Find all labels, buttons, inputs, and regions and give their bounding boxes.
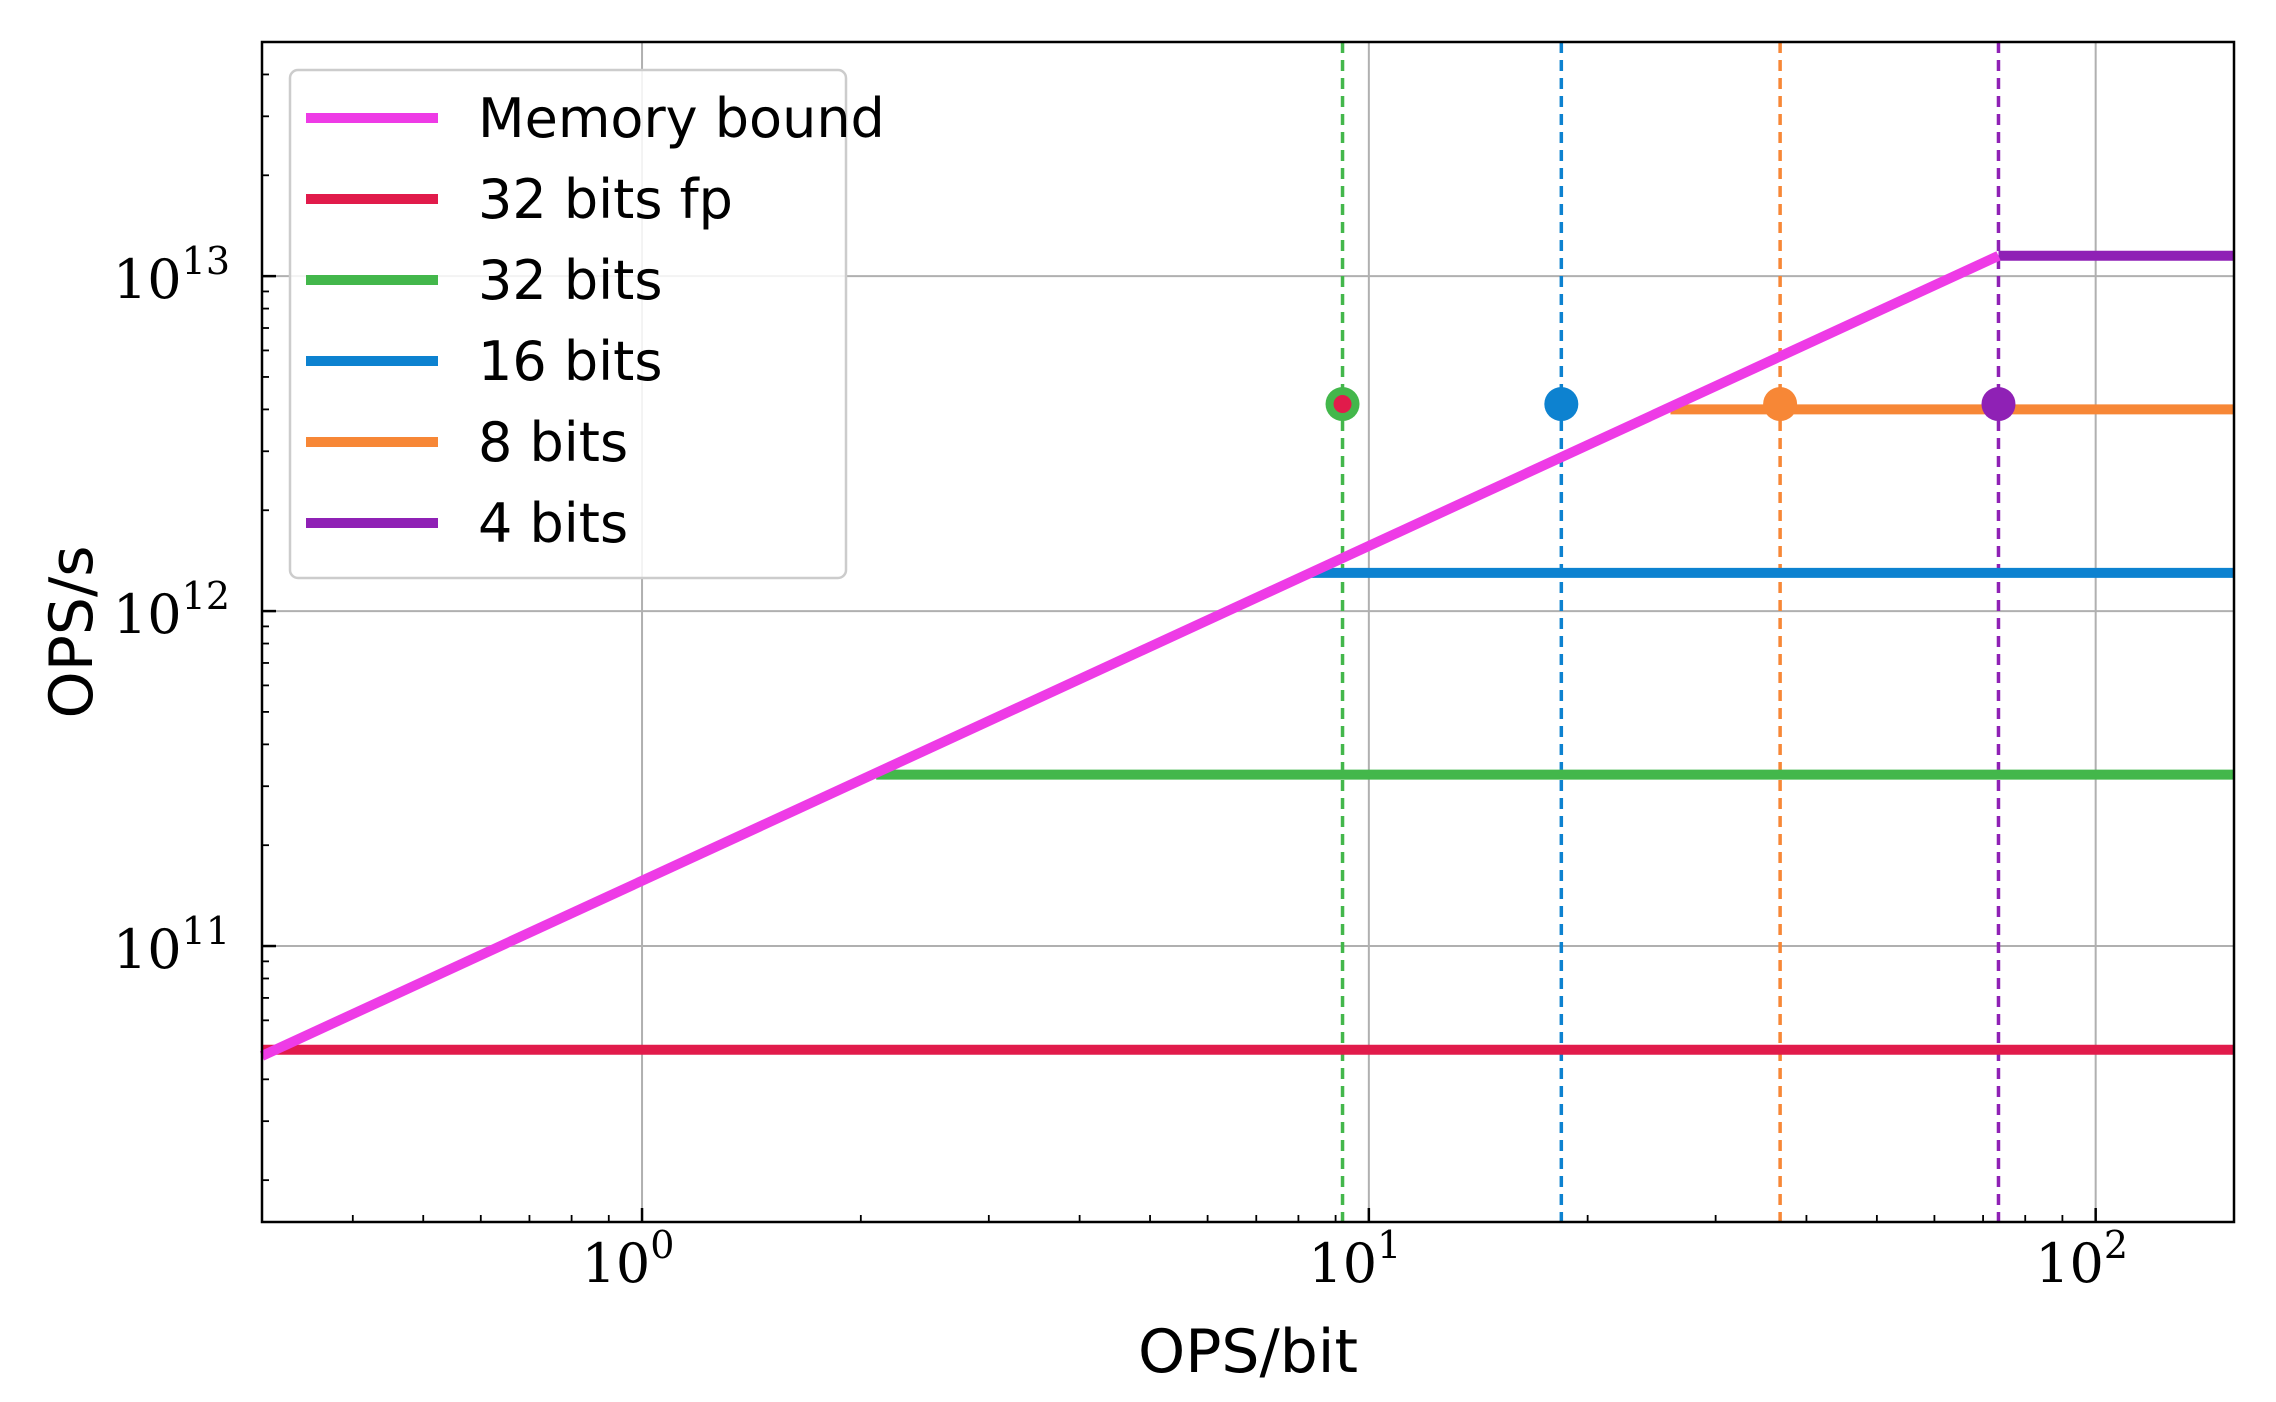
y-tick-label: 1013: [113, 239, 230, 311]
series-lines: [259, 250, 2234, 1061]
y-tick-label: 1011: [113, 909, 230, 981]
legend-entry: Memory bound: [478, 87, 885, 150]
x-tick-labels: 100 101 102: [582, 1223, 2129, 1295]
y-tick-labels: 1011 1012 1013: [113, 239, 230, 981]
data-point: [1763, 387, 1798, 422]
major-ticks: [262, 274, 2097, 1222]
series-line: [259, 251, 2001, 1061]
x-tick-label: 101: [1308, 1223, 1401, 1295]
plot-frame: [260, 40, 2236, 1224]
legend-entry: 4 bits: [478, 492, 628, 555]
legend-entry: 8 bits: [478, 411, 628, 474]
data-point: [1981, 387, 2016, 422]
data-point-inner: [1333, 395, 1352, 414]
x-axis-label: OPS/bit: [1138, 1317, 1358, 1387]
legend-entry: 32 bits: [478, 249, 662, 312]
data-point: [1544, 387, 1579, 422]
y-tick-label: 1012: [113, 574, 230, 646]
legend-entry: 32 bits fp: [478, 168, 733, 231]
legend-entry: 16 bits: [478, 330, 662, 393]
legend: Memory bound 32 bits fp 32 bits 16 bits 8 bi…: [288, 68, 885, 580]
data-points: [1325, 387, 2016, 422]
y-axis-label: OPS/s: [37, 546, 107, 719]
x-tick-label: 100: [582, 1223, 675, 1295]
x-tick-label: 102: [2035, 1223, 2128, 1295]
